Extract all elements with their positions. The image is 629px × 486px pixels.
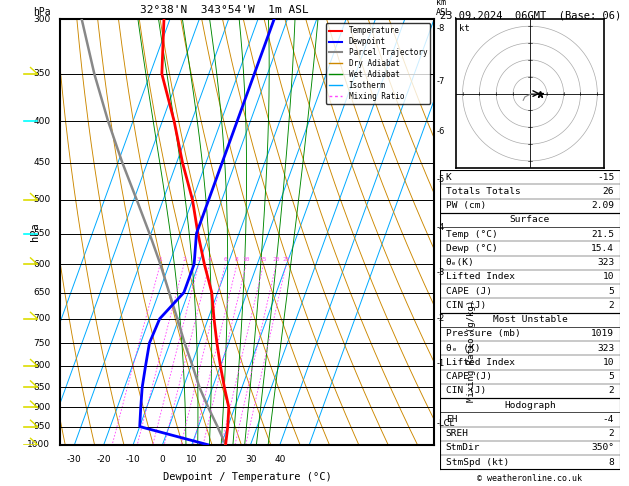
Text: Mixing Ratio (g/kg): Mixing Ratio (g/kg) [467, 300, 476, 402]
Text: 10: 10 [186, 455, 198, 464]
Text: CIN (J): CIN (J) [446, 301, 486, 310]
Text: 0: 0 [160, 455, 165, 464]
Text: 10: 10 [603, 358, 614, 367]
Text: km
ASL: km ASL [436, 0, 451, 17]
Text: -2: -2 [437, 314, 445, 323]
Text: -6: -6 [437, 127, 445, 136]
Text: 40: 40 [274, 455, 286, 464]
Text: Pressure (mb): Pressure (mb) [446, 330, 520, 338]
Text: 2.09: 2.09 [591, 201, 614, 210]
Text: 25: 25 [282, 257, 290, 262]
Text: CAPE (J): CAPE (J) [446, 287, 492, 295]
Text: θₑ (K): θₑ (K) [446, 344, 480, 353]
Text: © weatheronline.co.uk: © weatheronline.co.uk [477, 473, 582, 483]
Text: -8: -8 [437, 24, 445, 33]
Text: Most Unstable: Most Unstable [493, 315, 567, 324]
Text: 1019: 1019 [591, 330, 614, 338]
Text: 323: 323 [597, 344, 614, 353]
Text: -3: -3 [437, 268, 445, 278]
Text: -4: -4 [603, 415, 614, 424]
Text: CAPE (J): CAPE (J) [446, 372, 492, 381]
Text: -30: -30 [67, 455, 82, 464]
Text: Surface: Surface [510, 215, 550, 225]
Text: 600: 600 [33, 260, 50, 269]
Text: 6: 6 [223, 257, 227, 262]
Text: 450: 450 [33, 158, 50, 167]
Text: Hodograph: Hodograph [504, 400, 556, 410]
Text: Dewpoint / Temperature (°C): Dewpoint / Temperature (°C) [162, 472, 331, 482]
Text: 1: 1 [159, 257, 162, 262]
Text: 500: 500 [33, 195, 50, 205]
Text: 2: 2 [608, 301, 614, 310]
Text: 2: 2 [182, 257, 186, 262]
Text: hPa: hPa [30, 223, 40, 242]
Text: -1: -1 [437, 359, 445, 368]
Text: StmSpd (kt): StmSpd (kt) [446, 458, 509, 467]
Text: 323: 323 [597, 258, 614, 267]
Text: 2: 2 [608, 429, 614, 438]
Text: 2: 2 [608, 386, 614, 396]
Text: 15: 15 [260, 257, 267, 262]
Text: 21.5: 21.5 [591, 230, 614, 239]
Text: 5: 5 [608, 372, 614, 381]
Text: 23.09.2024  06GMT  (Base: 06): 23.09.2024 06GMT (Base: 06) [440, 11, 621, 21]
Text: 1000: 1000 [28, 440, 50, 449]
Text: 20: 20 [272, 257, 280, 262]
Text: 10: 10 [603, 273, 614, 281]
Text: θₑ(K): θₑ(K) [446, 258, 474, 267]
Text: 950: 950 [33, 422, 50, 431]
Text: 10: 10 [242, 257, 250, 262]
Text: CIN (J): CIN (J) [446, 386, 486, 396]
Text: 32°38'N  343°54'W  1m ASL: 32°38'N 343°54'W 1m ASL [140, 5, 309, 15]
Text: 350: 350 [33, 69, 50, 78]
Legend: Temperature, Dewpoint, Parcel Trajectory, Dry Adiabat, Wet Adiabat, Isotherm, Mi: Temperature, Dewpoint, Parcel Trajectory… [326, 23, 430, 104]
Text: 550: 550 [33, 229, 50, 238]
Text: Lifted Index: Lifted Index [446, 273, 515, 281]
Text: 3: 3 [197, 257, 201, 262]
Text: kt: kt [459, 24, 469, 33]
Text: StmDir: StmDir [446, 443, 480, 452]
Text: -7: -7 [437, 77, 445, 87]
Text: -4: -4 [437, 223, 445, 231]
Text: 26: 26 [603, 187, 614, 196]
Text: -20: -20 [96, 455, 111, 464]
Text: Totals Totals: Totals Totals [446, 187, 520, 196]
Text: -5: -5 [437, 175, 445, 184]
Text: 750: 750 [33, 339, 50, 347]
Text: -10: -10 [126, 455, 140, 464]
Text: 300: 300 [33, 15, 50, 24]
Text: Lifted Index: Lifted Index [446, 358, 515, 367]
Text: EH: EH [446, 415, 457, 424]
Text: PW (cm): PW (cm) [446, 201, 486, 210]
Text: 20: 20 [216, 455, 227, 464]
Text: 30: 30 [245, 455, 256, 464]
Text: 8: 8 [608, 458, 614, 467]
Text: 15.4: 15.4 [591, 244, 614, 253]
Text: 5: 5 [608, 287, 614, 295]
Text: Temp (°C): Temp (°C) [446, 230, 498, 239]
Text: 350°: 350° [591, 443, 614, 452]
Text: -15: -15 [597, 173, 614, 182]
Text: K: K [446, 173, 452, 182]
Text: 700: 700 [33, 314, 50, 323]
Text: SREH: SREH [446, 429, 469, 438]
Text: Dewp (°C): Dewp (°C) [446, 244, 498, 253]
Text: 8: 8 [235, 257, 239, 262]
Text: 900: 900 [33, 403, 50, 412]
Text: 650: 650 [33, 288, 50, 297]
Text: 800: 800 [33, 362, 50, 370]
Text: 400: 400 [33, 117, 50, 125]
Text: hPa: hPa [33, 7, 51, 17]
Text: 850: 850 [33, 383, 50, 392]
Text: 4: 4 [208, 257, 211, 262]
Text: -LCL: -LCL [437, 419, 455, 428]
